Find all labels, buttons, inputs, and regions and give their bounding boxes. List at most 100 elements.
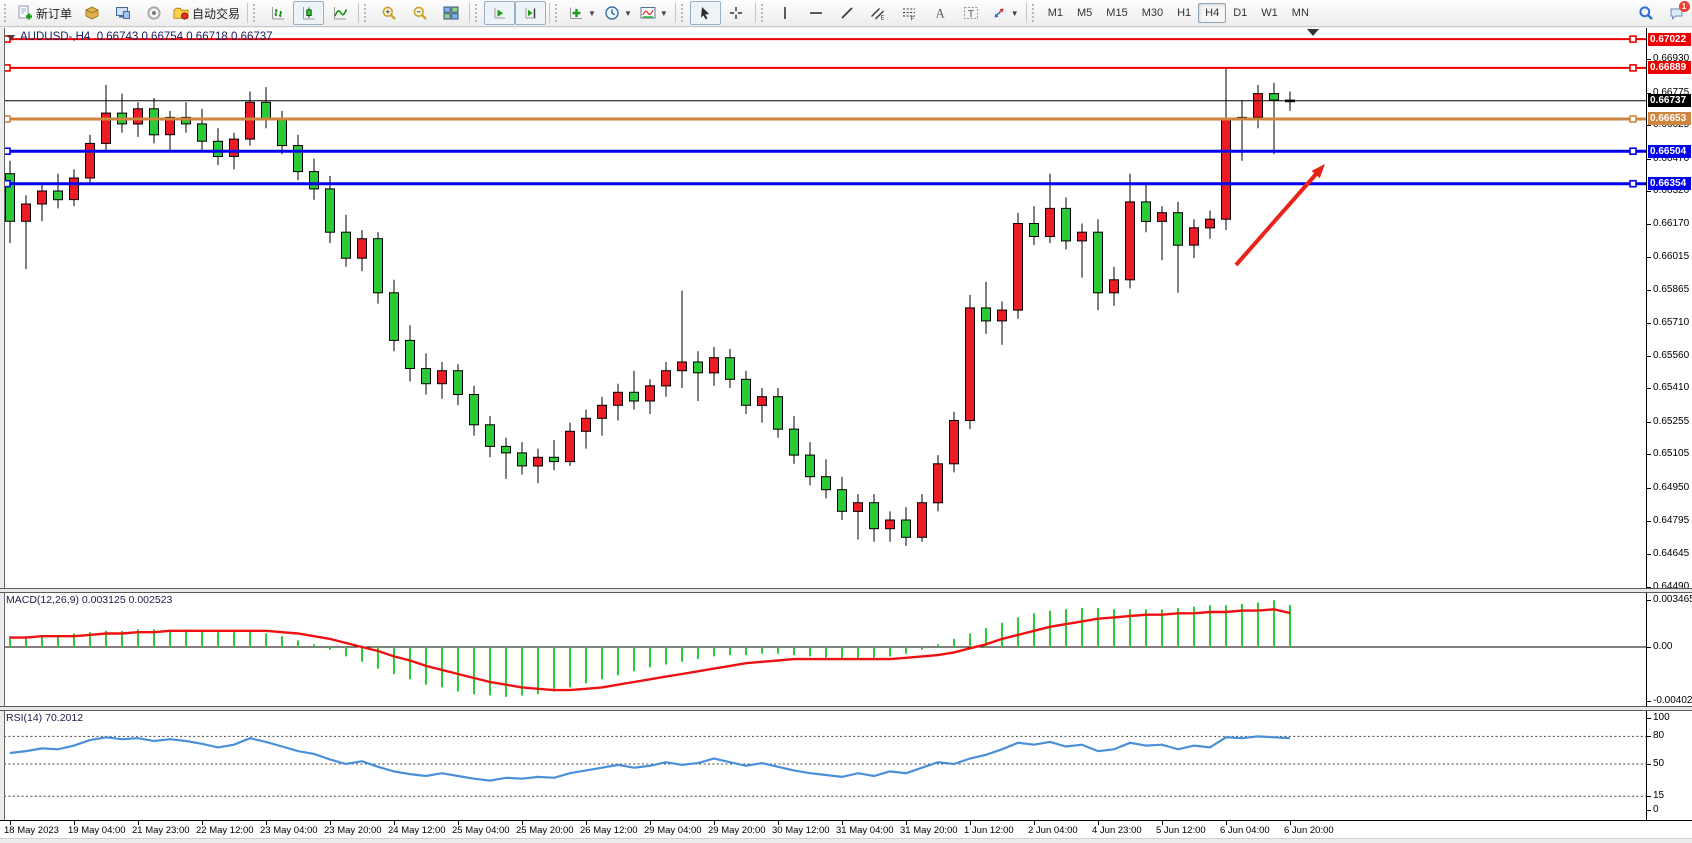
trend-arrow[interactable] (1234, 171, 1319, 267)
candle-body (405, 339, 415, 369)
axis-tick (1647, 718, 1651, 719)
chevron-down-icon[interactable]: ▼ (659, 8, 668, 18)
news-button[interactable] (138, 1, 169, 25)
macd-pane[interactable] (0, 592, 1646, 706)
toolbar-grip (4, 4, 10, 22)
chevron-down-icon[interactable]: ▼ (1010, 8, 1019, 18)
candle-body (1029, 223, 1039, 237)
templates-button[interactable]: ▼ (636, 1, 672, 25)
auto-scroll-button[interactable] (484, 1, 516, 25)
time-axis-label: 25 May 04:00 (452, 825, 510, 836)
zoom-out-button[interactable] (404, 1, 435, 25)
horizontal-line-button[interactable] (801, 1, 832, 25)
plot-background (0, 28, 1646, 588)
candle-body (53, 190, 63, 201)
toolbar-grip (1031, 4, 1038, 22)
periods-icon (604, 5, 620, 21)
svg-text:T: T (968, 8, 975, 20)
arrow-styles-button[interactable]: ▼ (987, 1, 1023, 25)
timeframe-m5-button[interactable]: M5 (1077, 7, 1093, 19)
axis-tick (1647, 421, 1651, 423)
timeframe-h1-button[interactable]: H1 (1177, 7, 1192, 19)
timeframe-m30-button[interactable]: M30 (1141, 7, 1164, 19)
chart-window[interactable]: AUDUSD-,H4 0.66743 0.66754 0.66718 0.667… (0, 28, 1692, 843)
timeframe-h4-button[interactable]: H4 (1198, 3, 1227, 23)
vertical-line-button[interactable] (770, 1, 801, 25)
axis-tick (522, 821, 523, 825)
candle-body (1205, 218, 1215, 229)
axis-tick (1647, 191, 1651, 193)
axis-tick (906, 821, 907, 825)
axis-tick (1647, 764, 1651, 765)
pane-separator[interactable] (0, 588, 1692, 593)
timeframe-m15-button[interactable]: M15 (1106, 7, 1128, 19)
rsi-pane[interactable] (0, 710, 1646, 818)
candlestick-chart-button[interactable] (293, 1, 325, 25)
text-label-button[interactable]: T (956, 1, 987, 25)
trendline-button[interactable] (832, 1, 863, 25)
crosshair-button[interactable] (721, 1, 752, 25)
candle-body (741, 378, 751, 406)
candle-body (437, 370, 447, 385)
candle-body (1093, 231, 1103, 294)
zoom-out-icon (412, 5, 428, 21)
price-axis-label: 0.65560 (1653, 349, 1690, 361)
line-handle[interactable] (1629, 35, 1637, 43)
line-handle[interactable] (1629, 147, 1637, 155)
chart-shift-button[interactable] (515, 1, 547, 25)
toolbar-grip (364, 4, 370, 22)
chat-button[interactable]: 1 (1661, 1, 1692, 25)
line-handle[interactable] (1629, 179, 1637, 188)
text-button[interactable]: A (925, 1, 956, 25)
profile-button[interactable] (76, 1, 107, 25)
cursor-button[interactable] (689, 1, 721, 25)
bar-chart-button[interactable] (262, 1, 293, 25)
line-handle[interactable] (1629, 64, 1637, 72)
fibonacci-button[interactable]: F (894, 1, 925, 25)
timeframe-mn-button[interactable]: MN (1291, 7, 1309, 19)
window-menu-icon[interactable] (7, 35, 15, 41)
chart-shift-marker[interactable] (1307, 29, 1319, 36)
new-order-button[interactable]: 新订单 (13, 1, 76, 25)
search-button[interactable] (1630, 1, 1661, 25)
price-axis-label: 0.65255 (1653, 415, 1690, 427)
chevron-down-icon[interactable]: ▼ (623, 8, 632, 18)
rsi-line (9, 735, 1291, 782)
candle-body (293, 145, 303, 173)
time-axis-label: 6 Jun 20:00 (1284, 825, 1334, 836)
macd-name: MACD(12,26,9) (6, 594, 79, 606)
candle-body (309, 171, 319, 190)
timeframe-w1-button[interactable]: W1 (1261, 7, 1278, 19)
candle-body (981, 307, 991, 322)
candle-body (869, 502, 879, 530)
candle-body (789, 428, 799, 456)
candles-layer (5, 67, 1295, 546)
indicators-button[interactable]: ▼ (564, 1, 600, 25)
line-chart-button[interactable] (324, 1, 355, 25)
auto-trading-button[interactable]: 自动交易 (169, 1, 244, 25)
trend-arrow-head[interactable] (1311, 164, 1325, 179)
market-watch-button[interactable] (107, 1, 138, 25)
candle-body (1157, 212, 1167, 222)
axis-tick (1647, 600, 1651, 602)
candle-body (549, 456, 559, 463)
line-handle[interactable] (1629, 115, 1637, 123)
axis-tick (970, 821, 971, 825)
pane-separator[interactable] (0, 706, 1692, 711)
axis-tick (1647, 125, 1651, 127)
periods-button[interactable]: ▼ (600, 1, 636, 25)
profile-icon (84, 5, 100, 21)
axis-tick (1647, 257, 1651, 259)
timeframe-m1-button[interactable]: M1 (1047, 7, 1063, 19)
timeframe-d1-button[interactable]: D1 (1233, 7, 1248, 19)
equidistant-channel-button[interactable]: E (863, 1, 894, 25)
price-axis-label: 0 (1653, 804, 1659, 815)
main-price-pane[interactable] (0, 28, 1646, 588)
candle-body (1221, 119, 1231, 220)
tile-windows-button[interactable] (435, 1, 466, 25)
zoom-in-button[interactable] (373, 1, 404, 25)
chevron-down-icon[interactable]: ▼ (588, 8, 596, 18)
price-level-badge: 0.67022 (1648, 32, 1691, 46)
candle-body (965, 307, 975, 421)
toolbar: 新订单 自动交易 ▼ ▼ ▼ E F A T ▼ M1 M5 M15 M30 H1 H4 D1 W1 MN 1 (0, 0, 1692, 27)
